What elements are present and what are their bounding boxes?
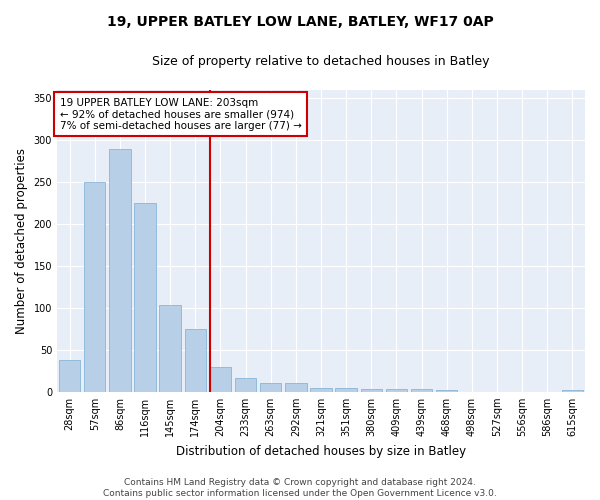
Bar: [59, 360, 80, 392]
Bar: [436, 390, 457, 392]
Bar: [386, 390, 407, 392]
Title: Size of property relative to detached houses in Batley: Size of property relative to detached ho…: [152, 55, 490, 68]
Bar: [235, 378, 256, 392]
Bar: [160, 306, 181, 392]
Bar: [260, 384, 281, 392]
Bar: [411, 390, 432, 392]
Bar: [134, 203, 156, 392]
Text: 19 UPPER BATLEY LOW LANE: 203sqm
← 92% of detached houses are smaller (974)
7% o: 19 UPPER BATLEY LOW LANE: 203sqm ← 92% o…: [59, 98, 302, 130]
Bar: [361, 390, 382, 392]
Bar: [109, 148, 131, 392]
Y-axis label: Number of detached properties: Number of detached properties: [15, 148, 28, 334]
Text: Contains HM Land Registry data © Crown copyright and database right 2024.
Contai: Contains HM Land Registry data © Crown c…: [103, 478, 497, 498]
Bar: [285, 384, 307, 392]
Bar: [562, 390, 583, 392]
X-axis label: Distribution of detached houses by size in Batley: Distribution of detached houses by size …: [176, 444, 466, 458]
Bar: [310, 388, 332, 392]
Bar: [185, 329, 206, 392]
Text: 19, UPPER BATLEY LOW LANE, BATLEY, WF17 0AP: 19, UPPER BATLEY LOW LANE, BATLEY, WF17 …: [107, 15, 493, 29]
Bar: [210, 366, 231, 392]
Bar: [335, 388, 357, 392]
Bar: [84, 182, 106, 392]
